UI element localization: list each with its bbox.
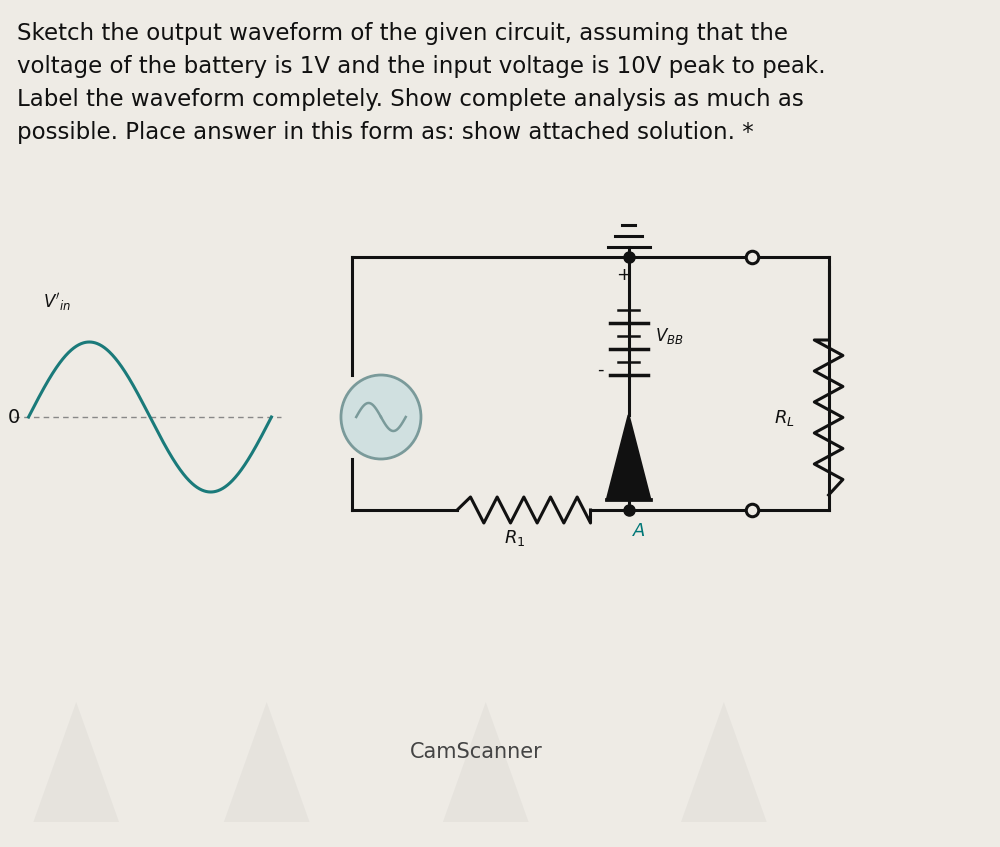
Polygon shape (33, 702, 119, 822)
Text: $V_{BB}$: $V_{BB}$ (655, 326, 684, 346)
Text: $R_L$: $R_L$ (774, 407, 795, 428)
Polygon shape (224, 702, 310, 822)
Polygon shape (443, 702, 529, 822)
Text: Sketch the output waveform of the given circuit, assuming that the
voltage of th: Sketch the output waveform of the given … (17, 22, 826, 144)
Text: A: A (633, 522, 646, 540)
Text: CamScanner: CamScanner (410, 742, 543, 762)
Text: $R_1$: $R_1$ (504, 528, 525, 548)
Polygon shape (681, 702, 767, 822)
Circle shape (341, 375, 421, 459)
Text: 0: 0 (8, 407, 20, 427)
Polygon shape (607, 415, 651, 500)
Text: -: - (597, 361, 603, 379)
Text: $V'_{in}$: $V'_{in}$ (43, 291, 71, 313)
Text: +: + (616, 266, 631, 284)
